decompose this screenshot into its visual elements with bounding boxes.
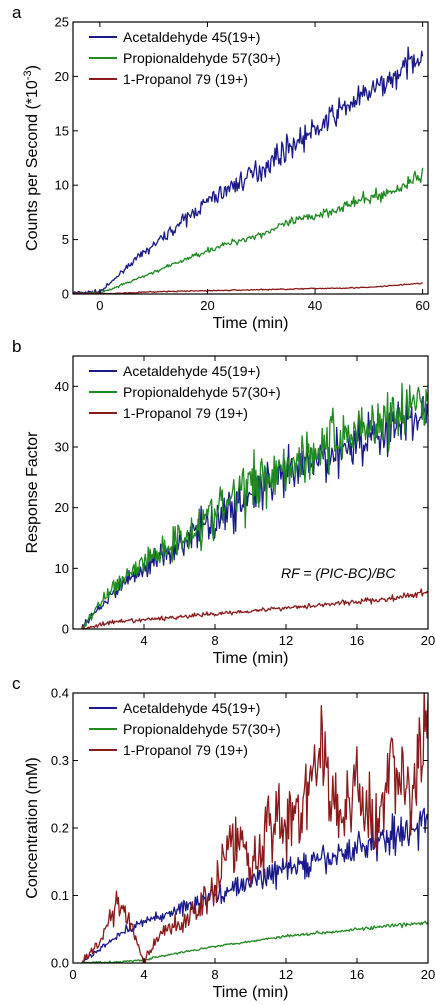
x-tick-label: 8	[211, 967, 218, 982]
axes-frame	[72, 355, 429, 630]
y-tick-label: 10	[55, 561, 69, 576]
y-axis-label-tail: )	[24, 65, 41, 70]
y-tick-label: 20	[55, 69, 69, 84]
x-tick-label: 8	[211, 633, 218, 648]
series-line-acetaldehyde-45-19-	[73, 46, 424, 294]
y-axis-label-text: Concentration (mM)	[24, 757, 41, 898]
y-tick-label: 25	[55, 15, 69, 30]
legend-label: Propionaldehyde 57(30+)	[123, 721, 281, 737]
legend-label: Propionaldehyde 57(30+)	[123, 50, 281, 66]
x-tick-label: 20	[421, 633, 435, 648]
x-tick-label: 12	[279, 967, 293, 982]
y-tick-label: 0.0	[51, 956, 69, 971]
annotation: RF = (PIC-BC)/BC	[281, 565, 396, 581]
legend: Acetaldehyde 45(19+) Propionaldehyde 57(3…	[89, 700, 281, 758]
x-axis-label: Time (min)	[213, 650, 289, 667]
series-line-acetaldehyde-45-19-	[81, 807, 428, 963]
legend-label: 1-Propanol 79 (19+)	[123, 742, 248, 758]
y-axis-label: Concentration (mM)	[24, 757, 41, 898]
panel-label: a	[12, 3, 22, 22]
series-line-propionaldehyde-57-30-	[81, 920, 428, 963]
x-tick-label: 0	[96, 298, 103, 313]
y-tick-label: 0.3	[51, 753, 69, 768]
x-tick-label: 20	[200, 298, 214, 313]
y-tick-label: 0	[62, 287, 69, 302]
panel-a: 0 20 40 60 0 5 10 15 20 25 Time (min) Counts per Se…	[12, 3, 430, 332]
y-tick-label: 20	[55, 500, 69, 515]
x-axis-label: Time (min)	[213, 984, 289, 1001]
legend-label: Acetaldehyde 45(19+)	[123, 29, 260, 45]
panel-label: c	[12, 674, 21, 693]
x-tick-label: 4	[140, 967, 147, 982]
y-tick-label: 0	[62, 622, 69, 637]
y-axis-label-superscript: -3	[22, 70, 34, 80]
x-tick-label: 60	[415, 298, 429, 313]
series-line-1-propanol-79-19-	[81, 693, 428, 963]
legend: Acetaldehyde 45(19+) Propionaldehyde 57(3…	[89, 363, 281, 421]
y-tick-label: 15	[55, 123, 69, 138]
y-tick-label: 5	[62, 232, 69, 247]
y-tick-label: 30	[55, 440, 69, 455]
y-axis-label: Response Factor	[24, 431, 41, 554]
y-axis-label-text: Counts per Second (*10	[24, 80, 41, 251]
x-tick-label: 16	[350, 633, 364, 648]
series-line-1-propanol-79-19-	[73, 282, 423, 294]
legend-label: 1-Propanol 79 (19+)	[123, 71, 248, 87]
x-tick-label: 16	[350, 967, 364, 982]
panel-label: b	[12, 337, 21, 356]
series-line-1-propanol-79-19-	[81, 588, 428, 629]
x-tick-label: 20	[421, 967, 435, 982]
x-tick-label: 0	[69, 967, 76, 982]
x-tick-label: 12	[279, 633, 293, 648]
y-tick-label: 40	[55, 379, 69, 394]
y-tick-label: 0.4	[51, 686, 69, 701]
y-axis-label-text: Response Factor	[24, 431, 41, 554]
panel-b: 4 8 12 16 20 0 10 20 30 40 Time (min) Response Fact…	[12, 337, 435, 667]
y-tick-label: 0.2	[51, 821, 69, 836]
x-tick-label: 4	[140, 633, 147, 648]
series-line-propionaldehyde-57-30-	[73, 167, 424, 294]
legend-label: Propionaldehyde 57(30+)	[123, 384, 281, 400]
legend-label: 1-Propanol 79 (19+)	[123, 405, 248, 421]
y-tick-label: 10	[55, 178, 69, 193]
legend-label: Acetaldehyde 45(19+)	[123, 700, 260, 716]
panel-c: 0 4 8 12 16 20 0.0 0.1 0.2 0.3 0.4 Time (min) Concen…	[12, 674, 435, 1001]
series-line-propionaldehyde-57-30-	[81, 382, 428, 629]
x-axis-label: Time (min)	[213, 315, 289, 332]
legend: Acetaldehyde 45(19+) Propionaldehyde 57(3…	[89, 29, 281, 87]
y-axis-label: Counts per Second (*10-3)	[22, 65, 41, 251]
axes-frame	[72, 21, 429, 295]
legend-label: Acetaldehyde 45(19+)	[123, 363, 260, 379]
y-tick-label: 0.1	[51, 888, 69, 903]
x-tick-label: 40	[308, 298, 322, 313]
